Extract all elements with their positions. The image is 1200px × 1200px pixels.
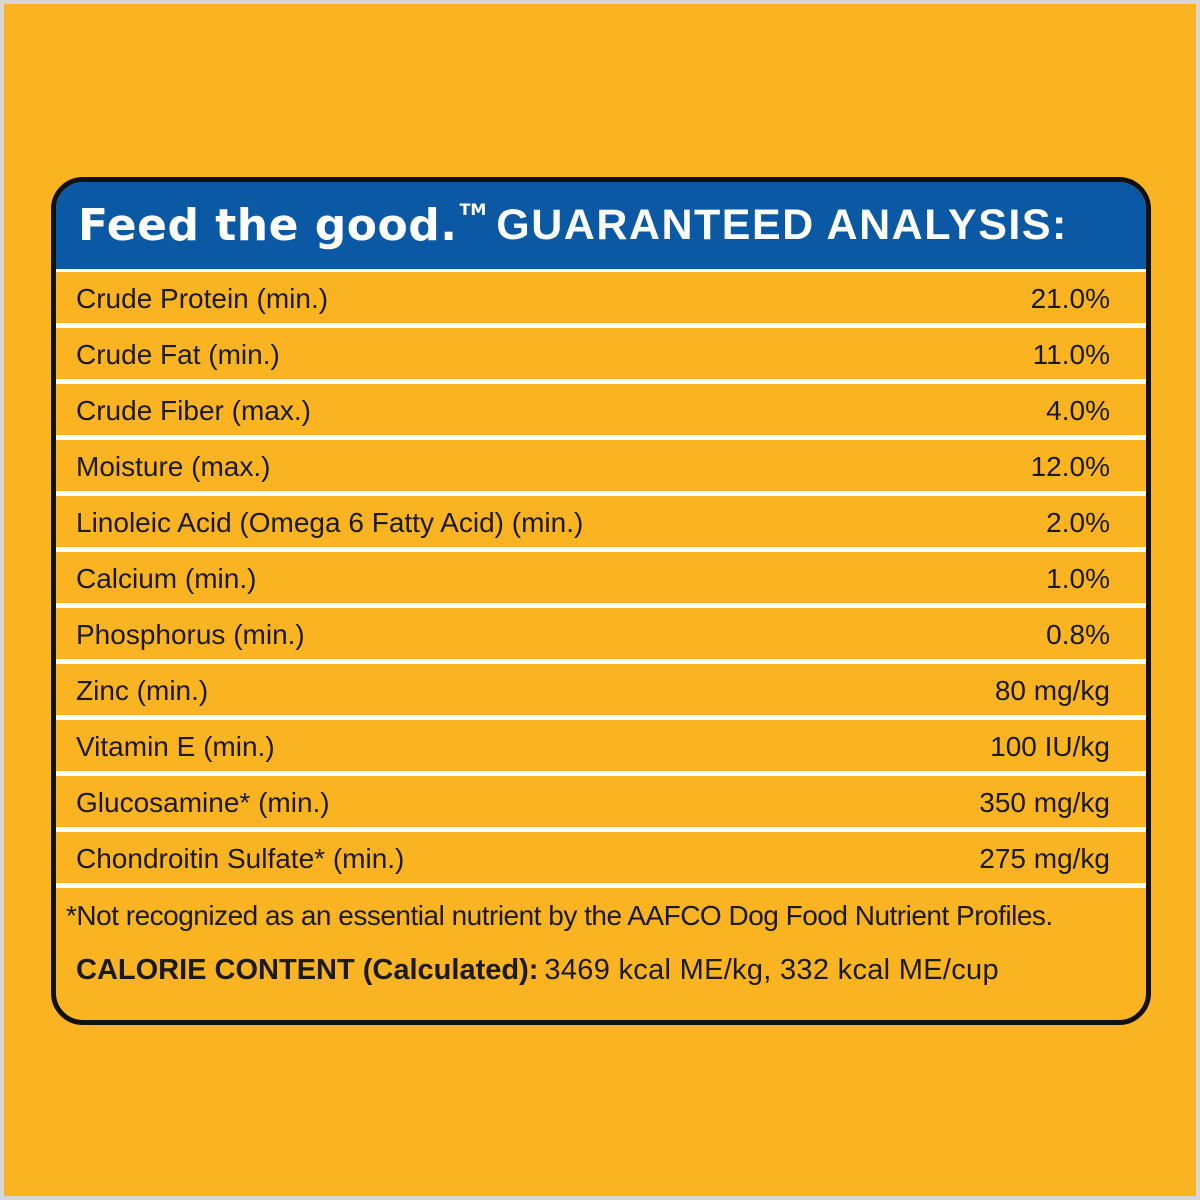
analysis-row: Chondroitin Sulfate* (min.) 275 mg/kg (56, 832, 1146, 888)
nutrient-label: Crude Fiber (max.) (76, 394, 311, 426)
nutrient-value: 12.0% (1030, 450, 1110, 482)
nutrient-label: Moisture (max.) (76, 450, 271, 482)
brand-tagline: Feed the good. (78, 200, 458, 251)
nutrient-value: 4.0% (1046, 394, 1110, 426)
calorie-content: CALORIE CONTENT (Calculated): 3469 kcal M… (76, 954, 999, 987)
analysis-row: Crude Fiber (max.) 4.0% (56, 384, 1146, 440)
calorie-value: 3469 kcal ME/kg, 332 kcal ME/cup (544, 954, 999, 986)
panel-title: GUARANTEED ANALYSIS: (496, 201, 1068, 249)
analysis-row: Phosphorus (min.) 0.8% (56, 608, 1146, 664)
nutrient-label: Calcium (min.) (76, 562, 257, 594)
nutrient-value: 275 mg/kg (979, 842, 1110, 874)
trademark-mark: TM (459, 200, 487, 219)
analysis-row: Glucosamine* (min.) 350 mg/kg (56, 776, 1146, 832)
analysis-table: Crude Protein (min.) 21.0% Crude Fat (mi… (56, 272, 1146, 888)
nutrient-label: Linoleic Acid (Omega 6 Fatty Acid) (min.… (76, 506, 584, 538)
analysis-row: Zinc (min.) 80 mg/kg (56, 664, 1146, 720)
analysis-row: Crude Fat (min.) 11.0% (56, 328, 1146, 384)
footnote: *Not recognized as an essential nutrient… (66, 900, 1053, 931)
calorie-label: CALORIE CONTENT (Calculated): (76, 954, 539, 986)
nutrient-label: Vitamin E (min.) (76, 730, 275, 762)
nutrient-label: Zinc (min.) (76, 674, 209, 706)
analysis-row: Calcium (min.) 1.0% (56, 552, 1146, 608)
nutrient-label: Crude Protein (min.) (76, 282, 329, 314)
nutrient-value: 0.8% (1046, 618, 1110, 650)
analysis-row: Moisture (max.) 12.0% (56, 440, 1146, 496)
nutrient-label: Crude Fat (min.) (76, 338, 280, 370)
nutrient-value: 80 mg/kg (994, 674, 1110, 706)
nutrient-label: Glucosamine* (min.) (76, 786, 330, 818)
nutrient-label: Chondroitin Sulfate* (min.) (76, 842, 405, 874)
analysis-row: Vitamin E (min.) 100 IU/kg (56, 720, 1146, 776)
analysis-row: Crude Protein (min.) 21.0% (56, 272, 1146, 328)
analysis-row: Linoleic Acid (Omega 6 Fatty Acid) (min.… (56, 496, 1146, 552)
nutrient-value: 350 mg/kg (979, 786, 1110, 818)
nutrient-value: 2.0% (1046, 506, 1110, 538)
nutrient-label: Phosphorus (min.) (76, 618, 305, 650)
nutrient-value: 100 IU/kg (990, 730, 1110, 762)
nutrient-value: 21.0% (1030, 282, 1110, 314)
nutrient-value: 11.0% (1032, 338, 1110, 370)
guaranteed-analysis-panel: Feed the good. TM GUARANTEED ANALYSIS: Cru… (51, 177, 1151, 1025)
nutrient-value: 1.0% (1046, 562, 1110, 594)
panel-header: Feed the good. TM GUARANTEED ANALYSIS: (56, 182, 1146, 272)
